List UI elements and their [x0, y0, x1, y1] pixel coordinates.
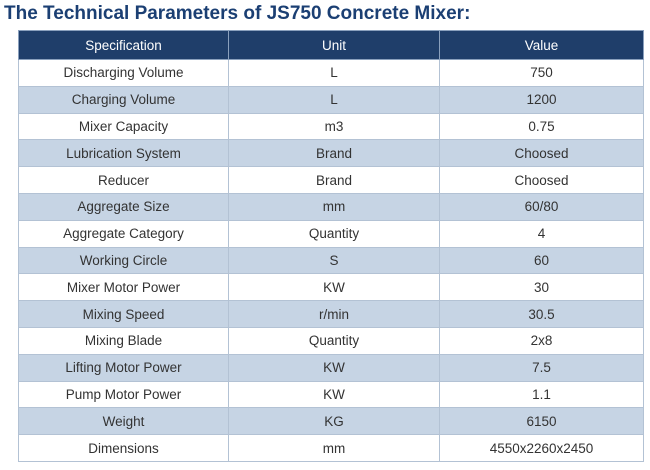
table-row: Aggregate Category Quantity 4 — [18, 219, 644, 248]
table-cell: KW — [228, 273, 440, 302]
table-cell: r/min — [228, 300, 440, 328]
table-cell: Quantity — [228, 326, 440, 355]
title: The Technical Parameters of JS750 Concre… — [4, 3, 471, 24]
table-cell: 1.1 — [439, 380, 644, 409]
table-cell: 7.5 — [439, 353, 644, 382]
table-row: Pump Motor Power KW 1.1 — [18, 380, 644, 409]
table-cell: S — [228, 246, 440, 275]
column-header: Value — [439, 30, 644, 60]
table-cell: mm — [228, 434, 440, 462]
table-cell: Mixing Speed — [18, 300, 229, 328]
table-cell: KW — [228, 353, 440, 382]
table-cell: 60/80 — [439, 192, 644, 221]
table-body: Discharging Volume L 750 Charging Volume L 12… — [18, 59, 644, 462]
table-cell: Aggregate Size — [18, 192, 229, 221]
table-head: Specification Unit Value — [18, 30, 644, 60]
table-cell: Charging Volume — [18, 85, 229, 114]
table-row: Dimensions mm 4550x2260x2450 — [18, 434, 644, 462]
table-row: Discharging Volume L 750 — [18, 59, 644, 87]
table-row: Charging Volume L 1200 — [18, 85, 644, 114]
table-cell: L — [228, 85, 440, 114]
table-row: Reducer Brand Choosed — [18, 166, 644, 194]
table-cell: Quantity — [228, 219, 440, 248]
spec-table: Specification Unit Value Discharging Volum… — [18, 30, 644, 462]
table-row: Working Circle S 60 — [18, 246, 644, 275]
table-row: Aggregate Size mm 60/80 — [18, 192, 644, 221]
table-cell: m3 — [228, 112, 440, 141]
table-cell: 1200 — [439, 85, 644, 114]
table-cell: Brand — [228, 166, 440, 194]
table-cell: 30 — [439, 273, 644, 302]
table-row: Lifting Motor Power KW 7.5 — [18, 353, 644, 382]
table-cell: 4550x2260x2450 — [439, 434, 644, 462]
column-header: Unit — [228, 30, 440, 60]
table-row: Mixing Blade Quantity 2x8 — [18, 326, 644, 355]
table-cell: L — [228, 59, 440, 87]
table-row: Mixing Speed r/min 30.5 — [18, 300, 644, 328]
table-cell: mm — [228, 192, 440, 221]
table-row: Lubrication System Brand Choosed — [18, 139, 644, 168]
table-cell: Choosed — [439, 139, 644, 168]
table-cell: Mixing Blade — [18, 326, 229, 355]
table-row: Weight KG 6150 — [18, 407, 644, 436]
table-cell: Mixer Motor Power — [18, 273, 229, 302]
table-cell: 4 — [439, 219, 644, 248]
table-cell: Choosed — [439, 166, 644, 194]
table-cell: Weight — [18, 407, 229, 436]
table-cell: 2x8 — [439, 326, 644, 355]
column-header: Specification — [18, 30, 229, 60]
table-cell: 30.5 — [439, 300, 644, 328]
table-cell: Working Circle — [18, 246, 229, 275]
table-cell: Pump Motor Power — [18, 380, 229, 409]
table-cell: Dimensions — [18, 434, 229, 462]
table-cell: Aggregate Category — [18, 219, 229, 248]
table-cell: Reducer — [18, 166, 229, 194]
table-cell: Mixer Capacity — [18, 112, 229, 141]
table-row: Mixer Capacity m3 0.75 — [18, 112, 644, 141]
table-cell: Discharging Volume — [18, 59, 229, 87]
table-cell: Lifting Motor Power — [18, 353, 229, 382]
table-cell: Lubrication System — [18, 139, 229, 168]
table-cell: 750 — [439, 59, 644, 87]
table-cell: 6150 — [439, 407, 644, 436]
table-row: Mixer Motor Power KW 30 — [18, 273, 644, 302]
table-cell: 60 — [439, 246, 644, 275]
header-row: Specification Unit Value — [18, 30, 644, 60]
table-cell: KW — [228, 380, 440, 409]
table-cell: KG — [228, 407, 440, 436]
table-cell: 0.75 — [439, 112, 644, 141]
table-cell: Brand — [228, 139, 440, 168]
